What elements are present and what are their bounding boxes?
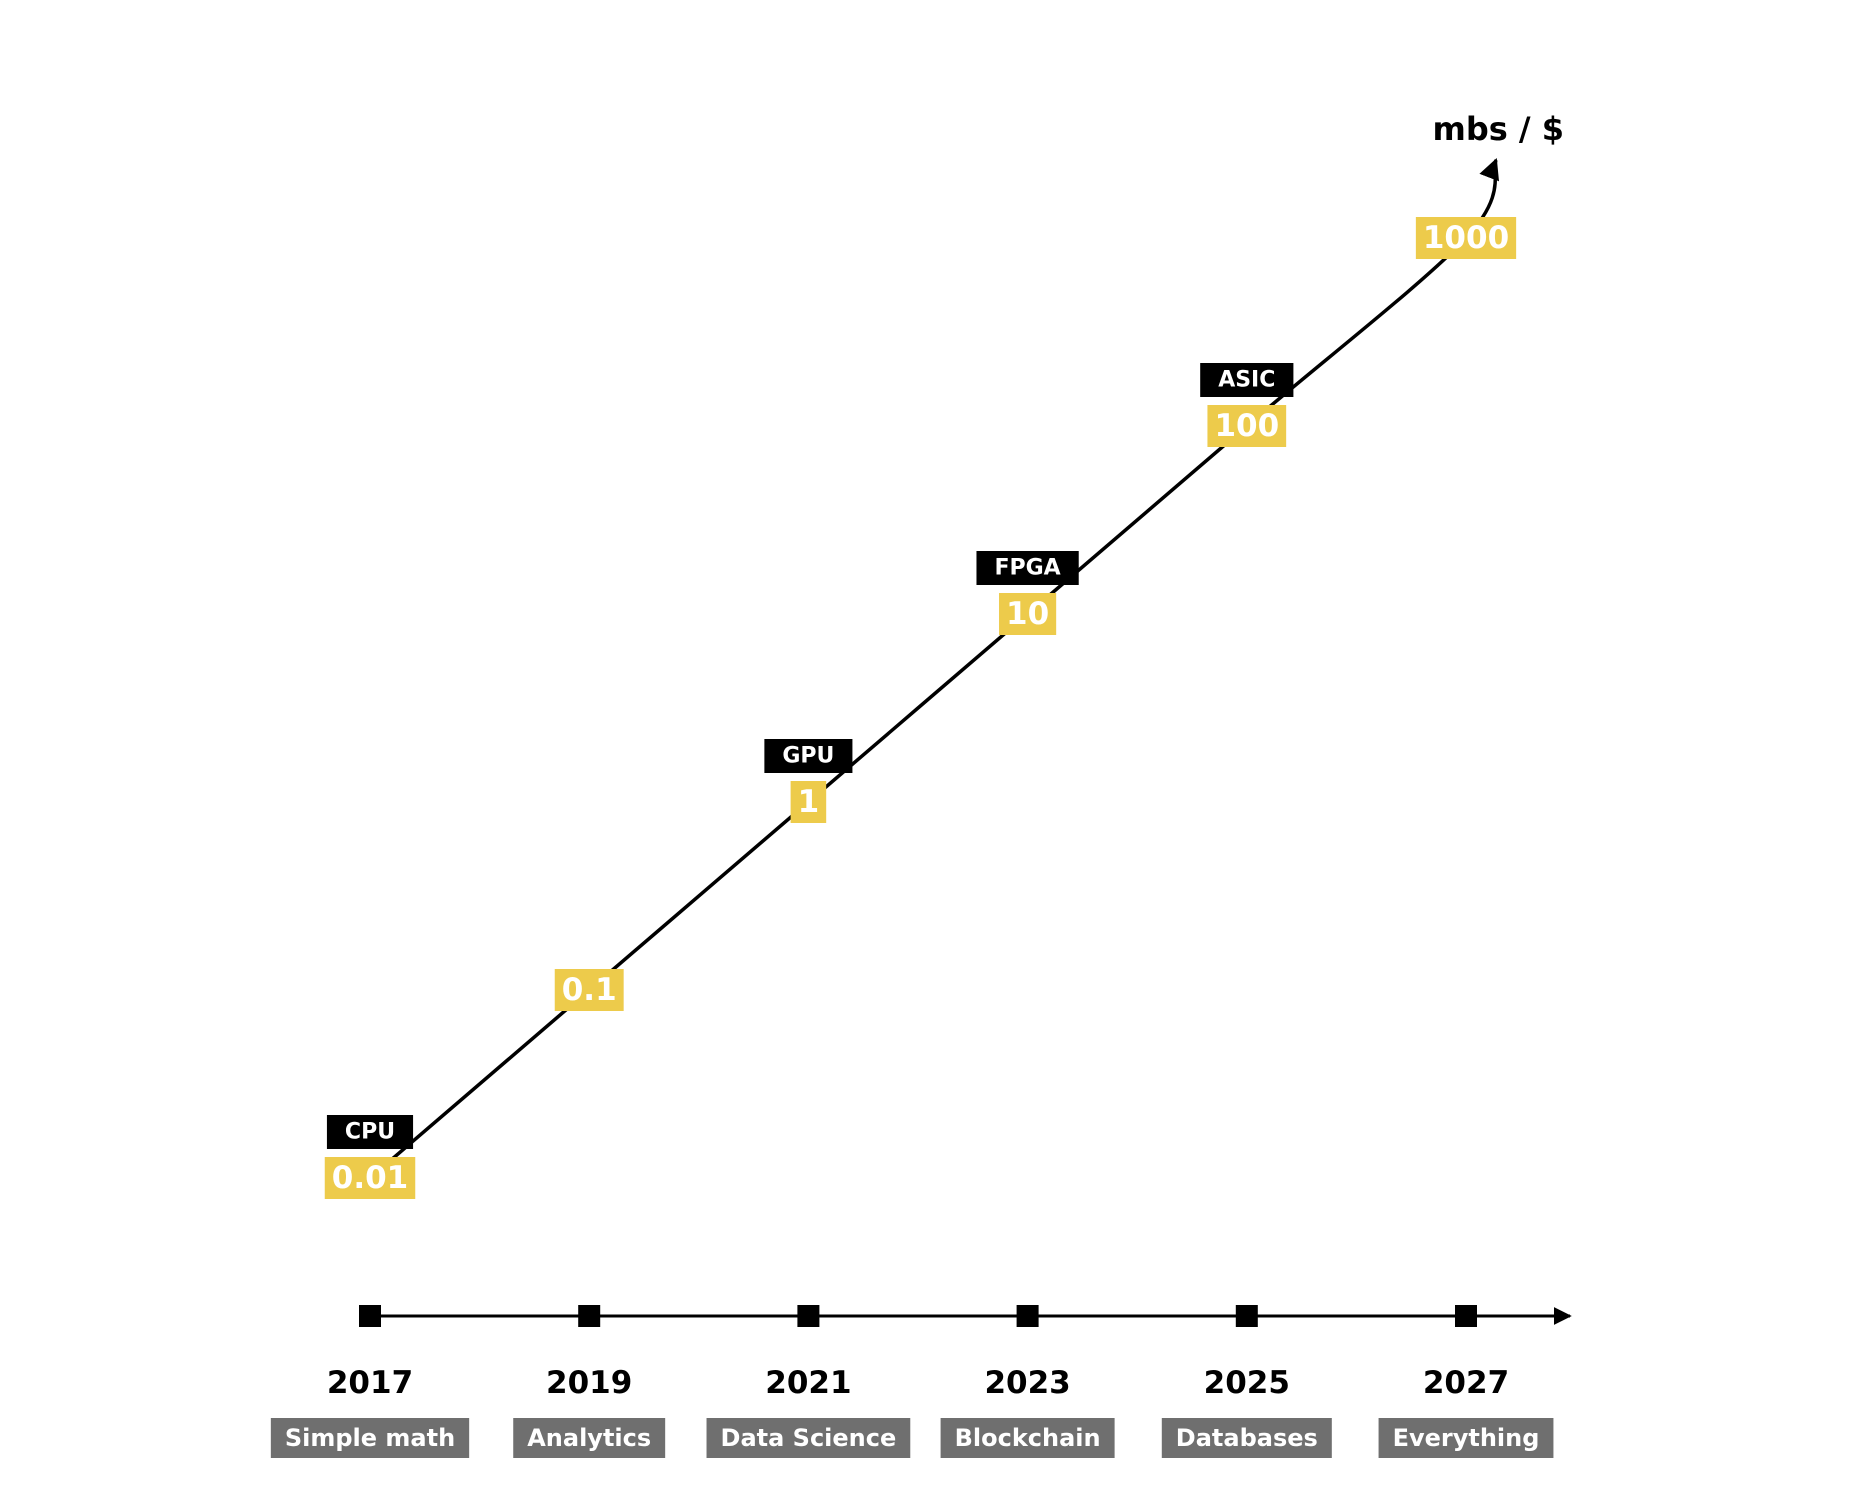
x-tick-label: 2019 (546, 1365, 632, 1401)
y-axis-label: mbs / $ (1432, 110, 1564, 148)
tech-label-box-bg (326, 1115, 414, 1149)
data-label-box: 0.1 (554, 969, 624, 1011)
data-label: 1000 (1423, 220, 1509, 256)
tech-label-box: FPGA (976, 551, 1079, 585)
data-label-box: 0.01 (324, 1157, 416, 1199)
tech-label: FPGA (994, 556, 1060, 581)
category-label-box-bg (706, 1418, 911, 1458)
category-label-box-bg (513, 1418, 666, 1458)
x-tick-marker (1235, 1305, 1258, 1327)
x-tick-label: 2023 (984, 1365, 1070, 1401)
x-tick-label: 2021 (765, 1365, 851, 1401)
tech-label: ASIC (1218, 368, 1275, 393)
data-label-box-bg (324, 1157, 416, 1199)
x-tick-marker (1455, 1305, 1477, 1327)
category-label-box-bg (270, 1418, 470, 1458)
data-label-box-bg (1207, 405, 1287, 447)
data-label-box: 10 (999, 593, 1057, 635)
x-axis: 2017 Simple math 2019 Analytics 2021 Data Sci… (270, 1305, 1572, 1458)
data-label: 0.01 (332, 1160, 409, 1196)
tech-label-box: CPU (326, 1115, 414, 1149)
category-label: Everything (1393, 1424, 1540, 1452)
x-tick-label: 2017 (327, 1365, 413, 1401)
data-label: 0.1 (562, 972, 617, 1008)
x-tick-label: 2027 (1423, 1365, 1509, 1401)
data-label-box-bg (554, 969, 624, 1011)
category-label: Simple math (285, 1424, 455, 1452)
category-label-box: Data Science (706, 1418, 911, 1458)
category-label-box: Everything (1378, 1418, 1554, 1458)
x-tick-marker (359, 1305, 381, 1327)
data-label-box: 100 (1207, 405, 1287, 447)
category-label-box: Blockchain (940, 1418, 1115, 1458)
category-label-box-bg (940, 1418, 1115, 1458)
data-label-box-bg (1415, 217, 1517, 259)
tech-label: CPU (345, 1120, 395, 1145)
data-label-box: 1000 (1415, 217, 1517, 259)
data-label-box-bg (790, 781, 827, 823)
category-label: Blockchain (955, 1424, 1101, 1452)
category-label-box: Databases (1161, 1418, 1332, 1458)
data-label: 100 (1214, 408, 1279, 444)
x-tick-marker (797, 1305, 820, 1327)
category-label-box: Simple math (270, 1418, 470, 1458)
category-label: Data Science (721, 1424, 897, 1452)
category-label-box: Analytics (513, 1418, 666, 1458)
tech-label-box-bg (976, 551, 1079, 585)
x-tick-marker (578, 1305, 601, 1327)
tech-label-box: ASIC (1200, 363, 1294, 397)
category-label: Analytics (527, 1424, 651, 1452)
tech-label-box-bg (1200, 363, 1294, 397)
curve-layer (368, 158, 1500, 1180)
data-label: 1 (798, 784, 820, 820)
category-label-box-bg (1161, 1418, 1332, 1458)
label-layer: 0.01 CPU 0.1 1 GPU 10 FPGA 100 ASIC 1000 (324, 217, 1517, 1199)
x-tick-label: 2025 (1204, 1365, 1290, 1401)
data-label-box-bg (999, 593, 1057, 635)
tech-label-box-bg (764, 739, 853, 773)
tech-label: GPU (782, 744, 834, 769)
category-label: Databases (1176, 1424, 1318, 1452)
data-label-box: 1 (790, 781, 827, 823)
series-line (368, 158, 1500, 1180)
tech-label-box: GPU (764, 739, 853, 773)
data-label: 10 (1006, 596, 1049, 632)
x-tick-marker (1016, 1305, 1039, 1327)
category-label-box-bg (1378, 1418, 1554, 1458)
